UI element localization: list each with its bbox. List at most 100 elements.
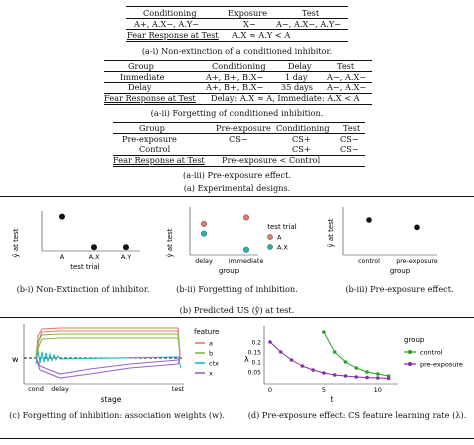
d-point-1-8: [354, 375, 359, 379]
biii-ylabel: ŷ at test: [327, 218, 335, 247]
c-line-b: [35, 333, 181, 359]
t3-header-group: Group: [139, 123, 165, 133]
c-legend-a: a: [209, 340, 213, 348]
chart-c-weights: w stage cond delay test feature a b ctx …: [12, 324, 219, 404]
biii-xlabel: group: [390, 267, 411, 275]
t3-fear-value: Pre-exposure < Control: [222, 155, 321, 165]
bii-xlabel: group: [219, 267, 240, 275]
c-legend-b: b: [209, 350, 213, 358]
bi-point-1: [91, 244, 97, 251]
t1-header-conditioning: Conditioning: [143, 8, 197, 18]
d-point-1-0: [268, 340, 272, 344]
c-legend-x: x: [209, 370, 213, 378]
t2-row1-test: A−, A.X−: [327, 72, 367, 82]
t3-row1-conditioning: CS+: [292, 134, 311, 144]
c-legend-ctx: ctx: [209, 360, 219, 368]
d-legend-control: control: [420, 349, 443, 357]
bii-legend-a: A: [277, 234, 282, 242]
divider-a-b: [0, 196, 474, 197]
bii-legend-ax: A.X: [277, 244, 288, 252]
bi-xlabel: test trial: [70, 263, 100, 271]
caption-a-iii: (a-iii) Pre-exposure effect.: [183, 170, 291, 180]
t1-cell-test: A−, A.X−, A.Y−: [276, 19, 342, 29]
bii-ylabel: ŷ at test: [166, 228, 174, 257]
bii-point-1-0: [201, 230, 208, 237]
d-legend-dot-control: [408, 350, 412, 354]
t2-row2-conditioning: A+, B+, B.X−: [206, 82, 264, 92]
caption-a-ii: (a-ii) Forgetting of conditioned inhibit…: [150, 108, 324, 118]
divider-b-c: [0, 317, 474, 318]
d-ytick-2: 0.1: [251, 360, 261, 367]
biii-xtick-1: pre-exposure: [396, 258, 438, 265]
caption-b: (b) Predicted US (ŷ) at test.: [179, 305, 295, 315]
biii-point-1: [414, 224, 420, 231]
d-legend-title: group: [404, 336, 425, 344]
bii-legend-swatch-a: [267, 234, 273, 240]
c-xtick-delay: delay: [51, 385, 69, 393]
d-point-1-2: [289, 358, 294, 362]
d-point-0-0: [322, 330, 326, 334]
d-point-1-1: [278, 350, 283, 354]
c-ylabel: w: [12, 355, 19, 364]
bii-legend-title: test trial: [267, 223, 297, 231]
d-point-1-5: [322, 371, 326, 375]
d-xtick-1: 5: [322, 386, 326, 394]
d-point-0-4: [365, 370, 369, 374]
biii-xtick-0: control: [358, 258, 380, 265]
c-line-a2: [35, 330, 181, 359]
bi-xtick-2: A.Y: [121, 253, 131, 261]
bii-point-0-1: [242, 214, 249, 221]
t2-header-test: Test: [337, 61, 355, 71]
bii-xtick-0: delay: [195, 257, 213, 265]
d-ylabel: λ: [244, 355, 249, 364]
t3-row1-group: Pre-exposure: [122, 134, 177, 144]
d-point-1-9: [365, 375, 369, 380]
bi-point-2: [123, 244, 129, 251]
d-point-0-2: [343, 360, 348, 364]
t2-fear-label: Fear Response at Test: [104, 93, 196, 103]
d-point-0-3: [354, 366, 359, 370]
c-line-x: [35, 355, 181, 375]
t2-row2-delay: 35 days: [281, 82, 313, 92]
t1-cell-conditioning: A+, A.X−, A.Y−: [134, 19, 200, 29]
c-xlabel: stage: [101, 395, 122, 404]
t3-row2-group: Control: [139, 144, 171, 154]
d-point-1-11: [386, 376, 391, 381]
t3-header-test: Test: [343, 123, 361, 133]
t2-row1-group: Immediate: [120, 72, 165, 82]
c-line-a: [35, 327, 181, 359]
caption-b-ii: (b-ii) Forgetting of inhibition.: [176, 284, 298, 294]
t3-row1-preexposure: CS−: [229, 134, 248, 144]
t2-header-delay: Delay: [288, 61, 312, 71]
t2-row2-group: Delay: [128, 82, 152, 92]
d-legend-preexposure: pre-exposure: [420, 361, 463, 369]
d-point-0-5: [376, 372, 380, 376]
c-xtick-test: test: [172, 385, 185, 393]
d-point-1-3: [300, 364, 305, 368]
d-ytick-3: 0.05: [248, 370, 262, 377]
bi-ylabel: ŷ at test: [12, 228, 20, 257]
d-point-0-1: [332, 350, 337, 354]
c-line-x2: [35, 357, 181, 379]
t2-header-group: Group: [128, 61, 154, 71]
caption-c: (c) Forgetting of inhibition: associatio…: [9, 410, 225, 420]
d-legend-dot-preexposure: [408, 362, 412, 366]
t1-fear-value: A.X ≈ A.Y < A: [232, 30, 291, 40]
t1-header-exposure: Exposure: [228, 8, 267, 18]
d-ytick-0: 0.2: [251, 340, 261, 347]
t3-row1-test: CS−: [340, 134, 359, 144]
t2-fear-value: Delay: A.X ≈ A, Immediate: A.X < A: [211, 93, 360, 103]
d-point-1-6: [332, 373, 337, 377]
t2-row1-conditioning: A+, B+, B.X−: [206, 72, 264, 82]
chart-b-ii: delay immediate ŷ at test group test tria…: [166, 207, 297, 275]
d-point-1-10: [376, 376, 380, 380]
bii-legend-swatch-ax: [267, 244, 273, 250]
t1-cell-exposure: X−: [243, 19, 256, 29]
bi-xtick-0: A: [60, 253, 65, 261]
bii-point-1-1: [242, 246, 249, 253]
t3-row2-test: CS−: [340, 144, 359, 154]
d-xtick-0: 0: [268, 386, 272, 394]
t2-header-conditioning: Conditioning: [212, 61, 266, 71]
chart-b-i: A A.X A.Y ŷ at test test trial: [12, 211, 140, 271]
t1-header-test: Test: [302, 8, 320, 18]
